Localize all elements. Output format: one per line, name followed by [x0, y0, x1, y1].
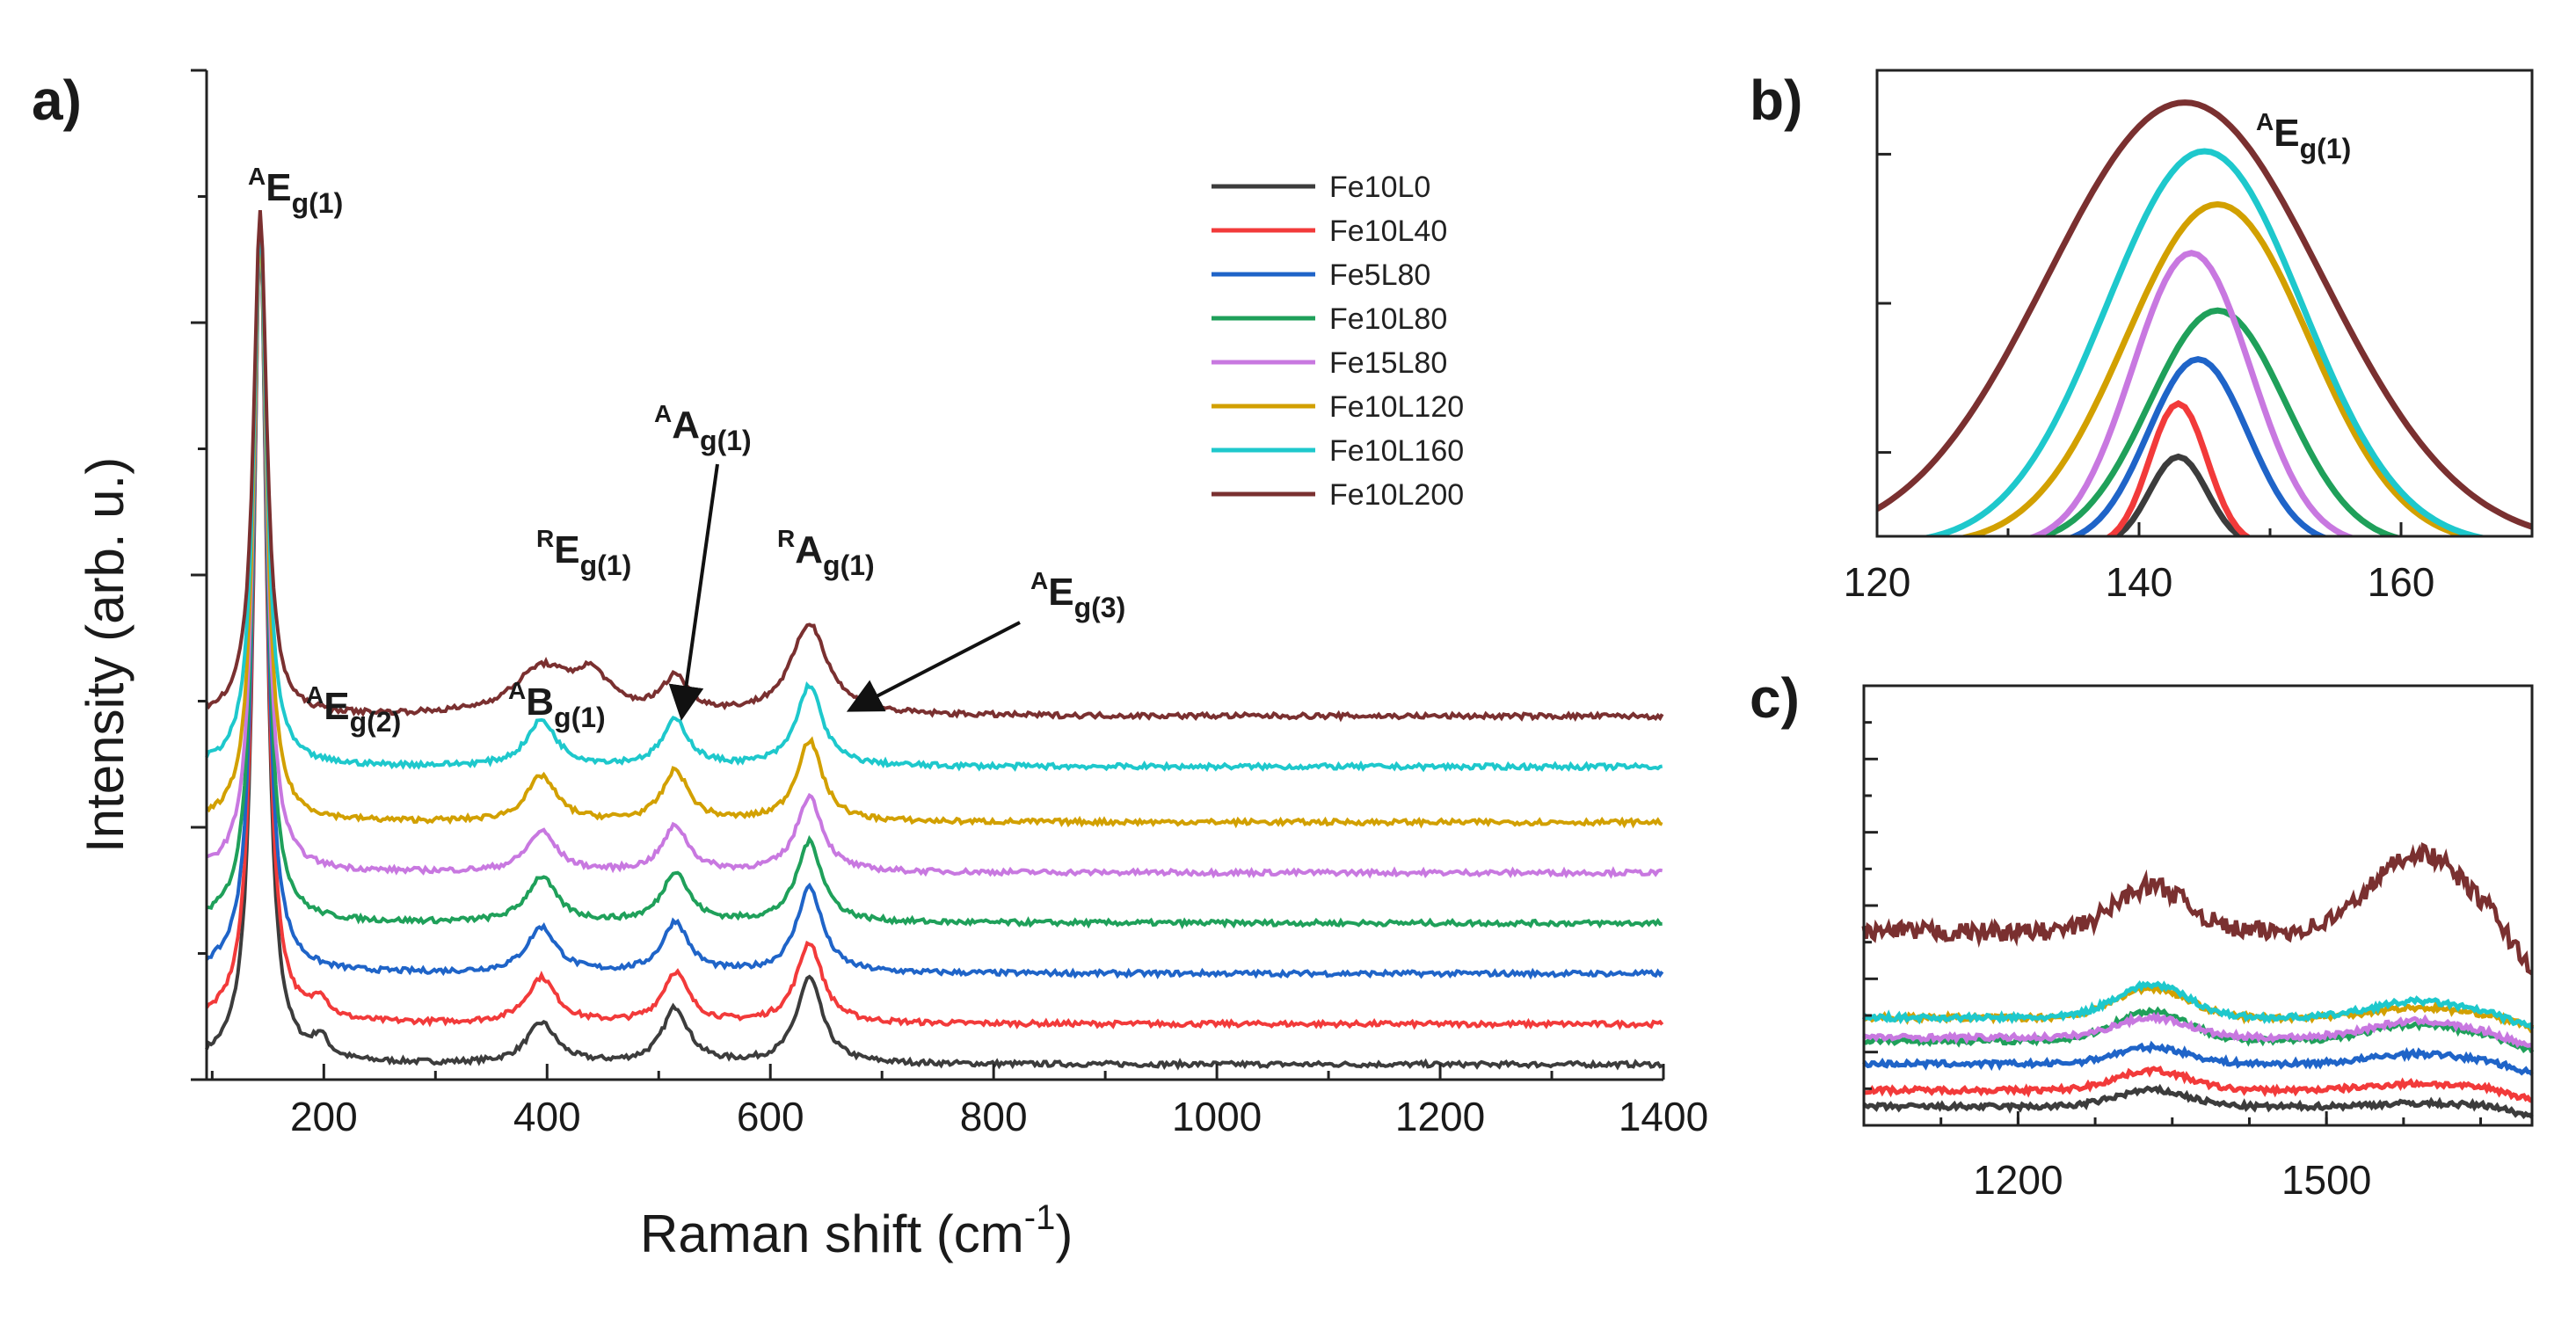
panel-label-c: c)	[1750, 666, 1800, 730]
panel-c-ticks	[1862, 721, 2483, 1125]
panel-label-a: a)	[32, 69, 82, 132]
peak-label-b-eg1: AEg(1)	[2256, 108, 2351, 164]
panel-a-tick-labels: 200 400 600 800 1000 1200 1400	[290, 1094, 1708, 1139]
legend-label-fe10l120: Fe10L120	[1329, 390, 1464, 424]
peak-label-a-eg2: AEg(2)	[306, 681, 401, 738]
panel-c-tick-labels: 1200 1500	[1973, 1157, 2371, 1203]
panel-c-series-fe10l160	[1861, 979, 2535, 1030]
panel-b-tick-labels: 120 140 160	[1844, 559, 2435, 605]
panel-c-series-fe10l0	[1862, 1083, 2534, 1119]
panel-a-ticks	[191, 69, 1665, 1081]
legend-label-fe10l80: Fe10L80	[1329, 302, 1447, 336]
peak-label-a-eg3: AEg(3)	[1030, 567, 1125, 623]
panel-b-series-fe10l120	[1955, 200, 2480, 536]
panel-c-series-fe10l200	[1861, 842, 2534, 976]
panel-a-x-tick-label: 1000	[1172, 1094, 1262, 1139]
panel-b-series-fe10l80	[2032, 307, 2404, 536]
legend: Fe10L0 Fe10L40 Fe5L80 Fe10L80 Fe15L80 Fe10L12…	[1212, 171, 1464, 512]
panel-a-series-fe10l120	[205, 227, 1663, 829]
panel-c-series-fe15l80	[1862, 1011, 2534, 1049]
panel-a-x-tick-label: 600	[737, 1094, 804, 1139]
panel-a-series-fe10l40	[205, 226, 1664, 1030]
panel-b-frame	[1875, 69, 2534, 538]
panel-b-ticks	[1875, 152, 2534, 536]
legend-label-fe10l160: Fe10L160	[1329, 434, 1464, 468]
panel-label-b: b)	[1750, 69, 1802, 132]
panel-b-x-tick-label: 120	[1844, 559, 1911, 605]
panel-a-series-fe10l200	[205, 209, 1664, 723]
legend-label-fe10l0: Fe10L0	[1329, 171, 1430, 204]
panel-c-x-tick-label: 1200	[1973, 1157, 2063, 1203]
panel-b-x-tick-label: 140	[2106, 559, 2173, 605]
legend-label-fe15l80: Fe15L80	[1329, 346, 1447, 380]
arrow-eg3	[846, 621, 1021, 712]
arrow-ag1	[668, 463, 719, 721]
panel-b-series-fe10l200	[1877, 99, 2532, 530]
panel-a-x-tick-label: 200	[290, 1094, 358, 1139]
panel-a-series-fe10l0	[205, 223, 1663, 1071]
legend-label-fe10l200: Fe10L200	[1329, 478, 1464, 512]
panel-a-x-tick-label: 1400	[1619, 1094, 1708, 1139]
panel-b-series-fe10l160	[1918, 148, 2491, 536]
panel-a-x-tick-label: 1200	[1395, 1094, 1485, 1139]
panel-c-x-tick-label: 1500	[2281, 1157, 2371, 1203]
panel-b-series	[1877, 99, 2532, 536]
panel-a-series	[205, 209, 1664, 1071]
panel-c-series-fe10l40	[1863, 1065, 2533, 1103]
panel-a-series-fe10l160	[205, 222, 1663, 773]
panel-a-series-fe10l80	[206, 227, 1663, 930]
panel-b-series-fe10l40	[2104, 400, 2252, 536]
panel-b-series-fe15l80	[2026, 250, 2357, 536]
panel-c-series	[1861, 842, 2535, 1119]
panel-a-y-title: Intensity (arb. u.)	[76, 457, 135, 853]
peak-label-a-bg1: ABg(1)	[508, 677, 606, 733]
panel-b-x-tick-label: 160	[2368, 559, 2435, 605]
panel-a-series-fe5l80	[205, 225, 1664, 980]
legend-label-fe10l40: Fe10L40	[1329, 215, 1447, 248]
peak-label-a-eg1: AEg(1)	[248, 163, 343, 219]
panel-a-x-tick-label: 800	[960, 1094, 1028, 1139]
panel-b-series-fe5l80	[2066, 355, 2330, 536]
panel-a-series-fe15l80	[206, 225, 1663, 879]
panel-a-x-tick-label: 400	[513, 1094, 581, 1139]
legend-label-fe5l80: Fe5L80	[1329, 258, 1430, 292]
panel-b-series-fe10l0	[2110, 453, 2247, 536]
peak-label-a-reg1: REg(1)	[536, 525, 631, 581]
peak-label-a-ag1: AAg(1)	[654, 400, 752, 456]
panel-c-series-fe5l80	[1862, 1040, 2534, 1076]
peak-label-a-rag1: RAg(1)	[777, 525, 875, 581]
panel-a-x-title: Raman shift (cm-1)	[640, 1198, 1073, 1263]
